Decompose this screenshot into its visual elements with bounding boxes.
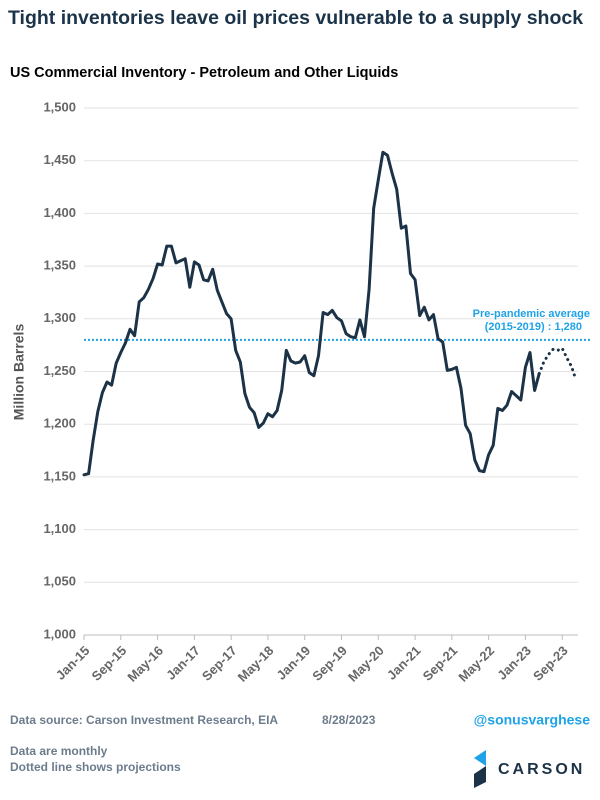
y-tick-label: 1,400: [43, 205, 76, 220]
x-tick-label: Sep-19: [309, 643, 350, 684]
y-tick-label: 1,350: [43, 258, 76, 273]
x-tick-label: Sep-21: [420, 643, 461, 684]
logo-mark: [474, 750, 486, 766]
y-tick-label: 1,050: [43, 574, 76, 589]
y-tick-label: 1,100: [43, 521, 76, 536]
logo: CARSON: [474, 750, 585, 788]
reference-label: Pre-pandemic average: [473, 308, 590, 320]
x-tick-label: Jan-15: [53, 643, 93, 683]
y-tick-label: 1,150: [43, 468, 76, 483]
x-tick-label: Sep-17: [199, 643, 240, 684]
chart-title: Tight inventories leave oil prices vulne…: [8, 7, 584, 29]
chart-subtitle: US Commercial Inventory - Petroleum and …: [10, 65, 399, 81]
y-tick-label: 1,500: [43, 99, 76, 114]
brand: CARSON: [498, 761, 585, 778]
x-tick-label: May-16: [124, 643, 166, 685]
handle: @sonusvarghese: [474, 712, 591, 728]
x-tick-label: Jan-21: [384, 643, 424, 683]
x-tick-label: May-20: [345, 643, 387, 685]
x-tick-label: Sep-15: [89, 643, 130, 684]
x-tick-label: Jan-19: [274, 643, 314, 683]
reference-label: (2015-2019) : 1,280: [485, 321, 582, 333]
note: Data are monthly: [10, 744, 108, 758]
x-tick-label: May-18: [235, 643, 277, 685]
source: Data source: Carson Investment Research,…: [10, 713, 278, 727]
y-tick-label: 1,300: [43, 310, 76, 325]
line-series: [537, 346, 578, 382]
x-tick-label: Sep-23: [530, 643, 571, 684]
y-tick-label: 1,200: [43, 416, 76, 431]
y-tick-label: 1,250: [43, 363, 76, 378]
note: Dotted line shows projections: [10, 760, 181, 774]
y-tick-label: 1,000: [43, 626, 76, 641]
x-tick-label: Jan-17: [163, 643, 203, 683]
x-tick-label: Jan-23: [494, 643, 534, 683]
line-series: [82, 150, 541, 477]
date: 8/28/2023: [322, 713, 376, 727]
x-tick-label: May-22: [455, 643, 497, 685]
logo-mark: [474, 766, 486, 788]
y-axis-label: Million Barrels: [11, 324, 27, 421]
y-tick-label: 1,450: [43, 152, 76, 167]
